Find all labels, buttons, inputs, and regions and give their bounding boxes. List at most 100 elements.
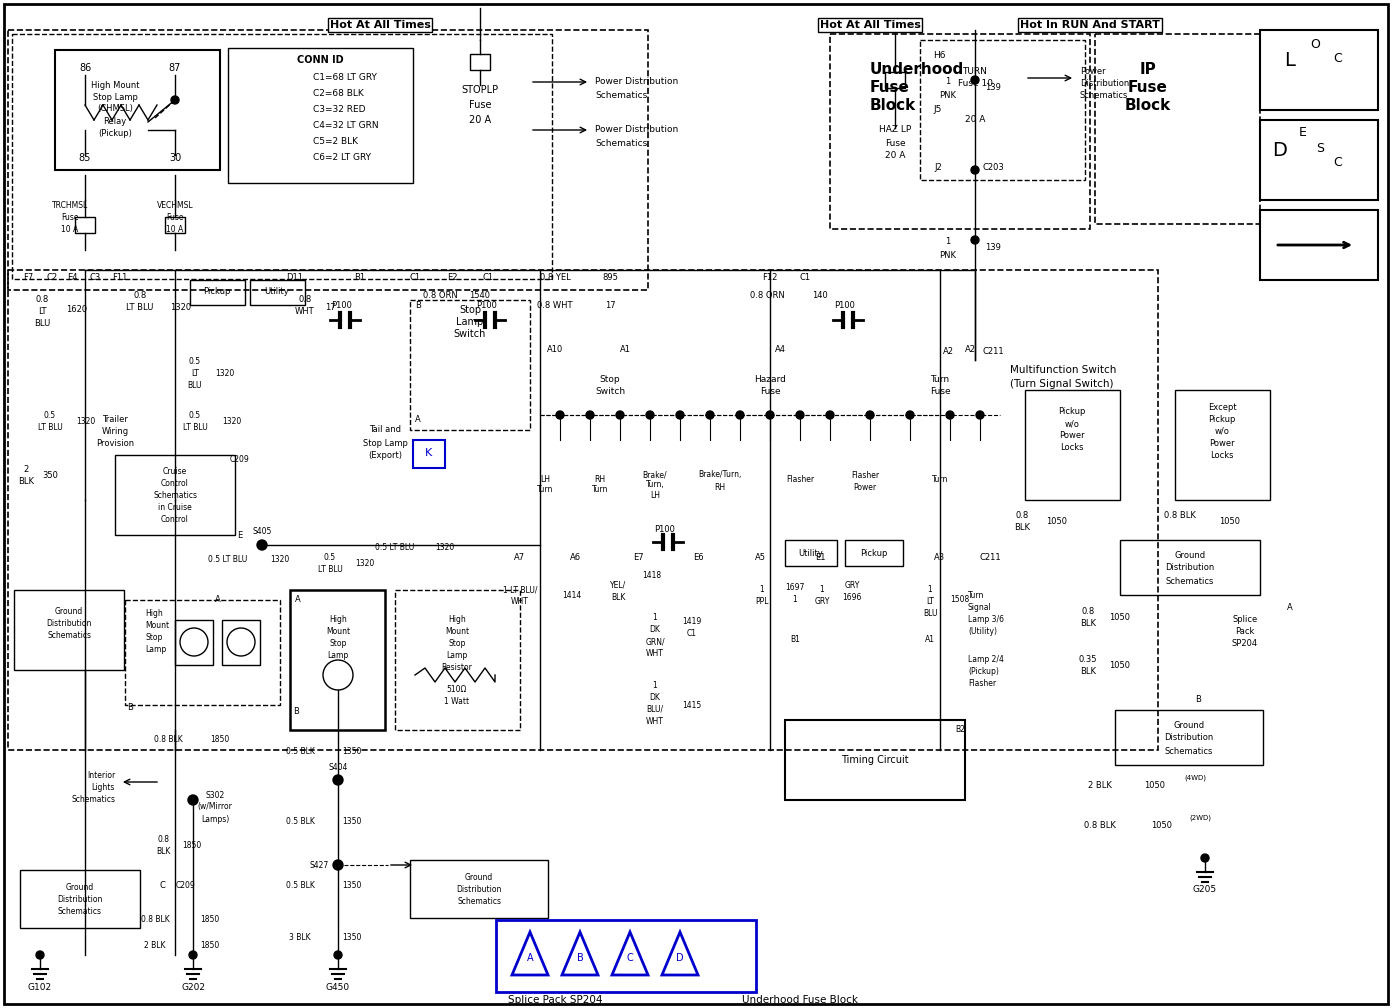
- Text: DK: DK: [650, 692, 660, 702]
- Text: G450: G450: [326, 983, 349, 992]
- Text: LT: LT: [191, 370, 199, 378]
- Bar: [290, 590, 386, 730]
- Text: SP204: SP204: [1232, 639, 1258, 648]
- Text: Distribution: Distribution: [1164, 734, 1214, 743]
- Text: Turn: Turn: [967, 591, 984, 600]
- Text: 1850: 1850: [200, 940, 220, 950]
- Text: Brake/Turn,: Brake/Turn,: [699, 471, 742, 480]
- Text: 1620: 1620: [65, 305, 88, 314]
- Text: E2: E2: [447, 273, 457, 282]
- Text: Distribution: Distribution: [57, 894, 103, 903]
- Text: 1320: 1320: [223, 416, 242, 425]
- Circle shape: [706, 411, 714, 419]
- Text: Timing Circuit: Timing Circuit: [841, 755, 909, 765]
- Text: Schematics: Schematics: [153, 492, 198, 501]
- Text: Fuse: Fuse: [930, 387, 951, 396]
- Text: 1415: 1415: [682, 701, 702, 710]
- Text: 3 BLK: 3 BLK: [290, 933, 310, 942]
- Text: Mount: Mount: [445, 628, 469, 636]
- Text: C203: C203: [983, 163, 1004, 172]
- Text: E4: E4: [67, 273, 77, 282]
- Text: B: B: [415, 300, 420, 309]
- Circle shape: [171, 96, 180, 104]
- Polygon shape: [612, 932, 649, 975]
- Text: B: B: [127, 704, 134, 713]
- Text: GRY: GRY: [845, 581, 860, 590]
- Text: Schematics: Schematics: [1080, 92, 1129, 101]
- Circle shape: [333, 860, 342, 870]
- Bar: [8, 270, 1158, 750]
- Text: 1 Watt: 1 Watt: [444, 698, 469, 707]
- Text: 140: 140: [812, 290, 828, 299]
- Bar: [470, 54, 490, 70]
- Text: BLU: BLU: [33, 320, 50, 329]
- Text: Stop: Stop: [459, 305, 482, 314]
- Circle shape: [947, 411, 954, 419]
- Text: 0.8 WHT: 0.8 WHT: [537, 300, 572, 309]
- Text: (w/Mirror: (w/Mirror: [198, 802, 232, 811]
- Text: LT BLU: LT BLU: [127, 303, 153, 312]
- Text: Fuse: Fuse: [885, 138, 905, 147]
- Text: Multifunction Switch: Multifunction Switch: [1011, 365, 1116, 375]
- Text: High: High: [448, 616, 466, 625]
- Text: 1: 1: [927, 586, 933, 595]
- Text: CONN ID: CONN ID: [296, 55, 344, 65]
- Bar: [19, 870, 141, 928]
- Text: C: C: [159, 882, 164, 890]
- Text: Power: Power: [1080, 68, 1105, 77]
- Text: A: A: [216, 596, 221, 605]
- Text: 20 A: 20 A: [469, 115, 491, 125]
- Text: B1: B1: [355, 273, 366, 282]
- Circle shape: [586, 411, 594, 419]
- Text: C1: C1: [483, 273, 494, 282]
- Text: A3: A3: [934, 553, 945, 562]
- Text: Ground: Ground: [1175, 550, 1205, 559]
- Bar: [221, 620, 260, 665]
- Text: 0.8 BLK: 0.8 BLK: [1164, 510, 1196, 519]
- Text: Fuse 10: Fuse 10: [958, 80, 992, 89]
- Text: 0.8: 0.8: [157, 836, 168, 845]
- Text: 85: 85: [79, 153, 92, 163]
- Text: 1: 1: [653, 614, 657, 623]
- Text: L: L: [1285, 50, 1296, 70]
- Text: BLK: BLK: [18, 478, 33, 487]
- Text: 1050: 1050: [1109, 614, 1130, 623]
- Text: 1320: 1320: [270, 555, 290, 564]
- Text: 0.5: 0.5: [324, 552, 335, 561]
- Text: Switch: Switch: [454, 329, 486, 339]
- Text: Fuse: Fuse: [469, 100, 491, 110]
- Text: Power Distribution: Power Distribution: [594, 126, 678, 134]
- Text: 20 A: 20 A: [965, 116, 986, 125]
- Text: STOPLP: STOPLP: [461, 85, 498, 95]
- Text: Stop: Stop: [600, 376, 621, 384]
- Text: HAZ LP: HAZ LP: [878, 126, 912, 134]
- Polygon shape: [562, 932, 599, 975]
- Text: Hot At All Times: Hot At All Times: [330, 20, 430, 30]
- Text: Lamp 2/4: Lamp 2/4: [967, 655, 1004, 664]
- Text: B2: B2: [955, 726, 965, 735]
- Text: 0.8: 0.8: [35, 295, 49, 304]
- Text: 895: 895: [603, 273, 618, 282]
- Text: Pickup: Pickup: [1058, 407, 1086, 416]
- Text: VECHMSL: VECHMSL: [157, 201, 193, 210]
- Text: 1320: 1320: [436, 542, 455, 551]
- Text: 10 A: 10 A: [167, 225, 184, 234]
- Text: Block: Block: [870, 99, 916, 114]
- Text: TRCHMSL: TRCHMSL: [52, 201, 88, 210]
- Text: IP: IP: [1140, 62, 1157, 78]
- Circle shape: [334, 951, 342, 959]
- Text: C1: C1: [688, 630, 697, 638]
- Text: Relay: Relay: [103, 117, 127, 126]
- Text: K: K: [426, 448, 433, 458]
- Text: Brake/: Brake/: [643, 471, 667, 480]
- Text: Signal: Signal: [967, 603, 991, 612]
- Text: Stop Lamp: Stop Lamp: [92, 93, 138, 102]
- Text: YEL/: YEL/: [610, 581, 626, 590]
- Text: 1350: 1350: [342, 933, 362, 942]
- Text: B: B: [576, 953, 583, 963]
- Text: LT: LT: [38, 307, 46, 317]
- Text: BLK: BLK: [156, 848, 170, 857]
- Bar: [56, 50, 220, 170]
- Circle shape: [766, 411, 774, 419]
- Text: A1: A1: [926, 635, 935, 644]
